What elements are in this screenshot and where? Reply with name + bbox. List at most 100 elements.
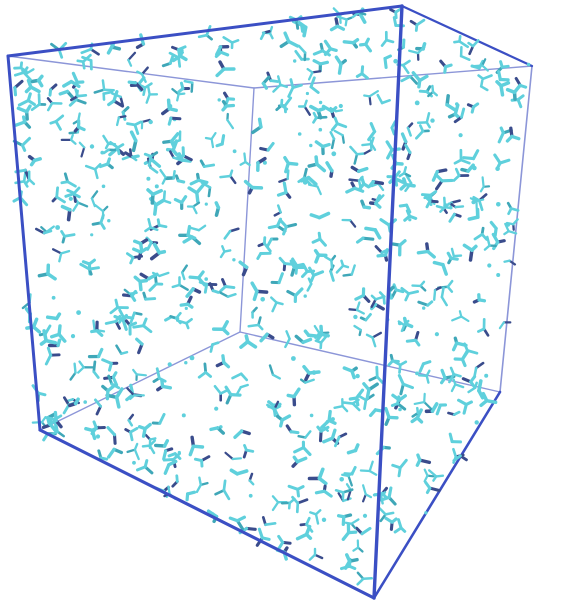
bond <box>81 260 91 266</box>
bond <box>428 486 441 492</box>
molecule <box>156 190 172 207</box>
bond <box>303 99 308 108</box>
bond <box>273 400 280 410</box>
bond <box>415 18 426 27</box>
atom <box>311 370 317 375</box>
bond <box>260 536 271 541</box>
bond <box>53 410 58 423</box>
bond <box>271 495 280 504</box>
bond <box>317 231 322 241</box>
bond <box>416 453 422 462</box>
bond <box>276 204 282 214</box>
molecule <box>445 94 457 112</box>
molecule <box>448 432 462 444</box>
bond <box>90 329 99 334</box>
box-edge-back-bottom <box>239 331 501 393</box>
molecule <box>415 453 432 467</box>
molecule <box>30 93 47 112</box>
bond <box>269 79 279 83</box>
bond <box>99 456 109 461</box>
molecule <box>126 252 144 265</box>
bond <box>219 389 229 395</box>
molecule <box>136 459 154 475</box>
atom <box>415 371 419 376</box>
bond <box>209 426 220 432</box>
bond <box>185 321 190 330</box>
bond <box>185 287 195 298</box>
atom <box>309 143 313 148</box>
atom <box>414 100 420 106</box>
bond <box>46 272 57 281</box>
bond <box>459 54 471 61</box>
molecule <box>280 497 296 510</box>
bond <box>404 143 412 155</box>
bond <box>259 31 266 41</box>
molecule <box>398 407 402 412</box>
bond <box>162 190 166 202</box>
molecule <box>495 166 500 171</box>
molecule <box>276 534 292 551</box>
molecule <box>452 167 470 182</box>
molecule <box>360 199 372 210</box>
bond <box>414 23 419 32</box>
bond <box>81 55 93 62</box>
molecule <box>477 379 485 400</box>
molecule <box>314 484 333 498</box>
atom <box>474 420 479 425</box>
bond <box>219 174 232 179</box>
box-edge-front-left <box>6 54 42 432</box>
molecule <box>161 98 178 116</box>
bond <box>512 83 522 95</box>
molecule <box>467 39 480 56</box>
bond <box>172 156 183 162</box>
molecule <box>333 398 349 413</box>
bond <box>401 59 411 67</box>
molecule <box>363 139 373 155</box>
bond <box>285 330 291 340</box>
bond <box>204 136 213 141</box>
bond <box>54 120 62 131</box>
bond <box>102 88 115 92</box>
bond <box>147 218 152 229</box>
molecule <box>204 202 208 206</box>
bond <box>443 196 447 209</box>
bond <box>158 412 166 425</box>
molecule <box>415 124 430 140</box>
bond <box>397 394 407 402</box>
molecule <box>473 361 485 378</box>
bond <box>342 273 353 277</box>
bond <box>306 333 318 338</box>
molecule <box>293 59 297 63</box>
molecule <box>126 387 145 400</box>
molecule <box>355 236 375 244</box>
bond <box>21 115 27 124</box>
bond <box>377 182 385 192</box>
molecule <box>37 263 57 281</box>
molecule <box>417 300 434 307</box>
bond <box>333 405 344 409</box>
atom <box>338 103 343 109</box>
atom <box>526 62 531 67</box>
bond <box>167 485 171 496</box>
bond <box>145 236 153 244</box>
bond <box>36 78 44 88</box>
bond <box>423 392 426 404</box>
molecule <box>179 295 194 309</box>
molecule <box>406 122 414 137</box>
bond <box>417 300 430 307</box>
bond <box>396 395 401 406</box>
molecule <box>50 324 67 343</box>
molecule <box>358 176 371 190</box>
molecule <box>228 515 246 531</box>
molecule <box>51 186 66 204</box>
bond <box>126 448 137 454</box>
bond <box>48 88 53 97</box>
molecule <box>102 90 114 101</box>
molecule <box>448 366 462 384</box>
molecule <box>455 102 459 106</box>
bond <box>178 283 189 291</box>
bond <box>292 387 301 399</box>
bond <box>197 270 205 280</box>
bond <box>359 42 368 47</box>
bond <box>406 126 412 137</box>
